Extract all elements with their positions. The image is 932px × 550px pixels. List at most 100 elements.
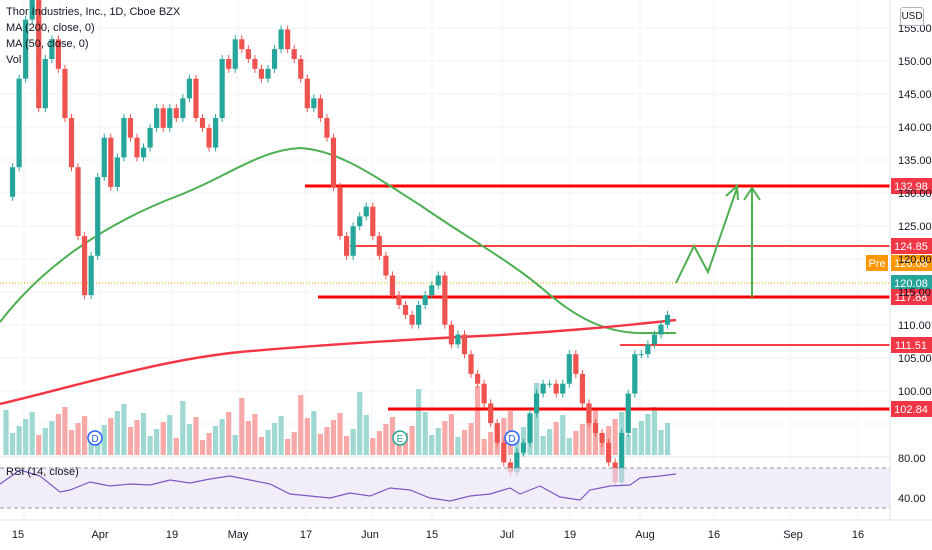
volume-bar xyxy=(396,440,402,455)
ma200-line xyxy=(0,318,677,406)
candle-body xyxy=(258,68,265,79)
symbol-title[interactable]: Thor Industries, Inc., 1D, Cboe BZX xyxy=(6,6,181,18)
event-marker-label[interactable]: D xyxy=(508,434,515,445)
candle-body xyxy=(298,59,304,79)
candle-body xyxy=(370,206,376,237)
candle-body xyxy=(363,206,369,217)
volume-bar xyxy=(206,433,212,455)
candle-body xyxy=(23,19,29,79)
volume-bar xyxy=(3,410,9,455)
event-marker-label[interactable]: E xyxy=(397,434,404,445)
volume-bar xyxy=(330,420,337,455)
candle-body xyxy=(167,108,173,128)
volume-bar xyxy=(55,414,61,455)
candle-body xyxy=(592,423,599,433)
volume-bar xyxy=(258,437,265,455)
price-label-text: 132.98 xyxy=(894,181,928,193)
candle-body xyxy=(514,452,520,473)
price-axis: 155.00 150.00 145.00 140.00 135.00 130.00 125.… xyxy=(889,0,932,520)
candle-body xyxy=(409,314,415,325)
candle-body xyxy=(658,324,664,335)
candle-body xyxy=(75,167,81,237)
event-marker[interactable] xyxy=(392,430,408,446)
ma50-line xyxy=(0,146,676,335)
price-label-text: 111.51 xyxy=(895,340,927,352)
volume-bar xyxy=(180,401,186,455)
candle-body xyxy=(278,29,284,50)
candle-body xyxy=(186,78,192,99)
volume-bar xyxy=(121,404,127,455)
volume-bar xyxy=(62,407,68,455)
candle-body xyxy=(553,383,559,394)
candle-body xyxy=(396,295,402,305)
volume-bar xyxy=(49,421,55,455)
volume-bar xyxy=(475,386,481,455)
event-marker-label[interactable]: D xyxy=(91,434,98,445)
volume-bar xyxy=(193,417,199,455)
candle-body xyxy=(337,186,343,237)
volume-bar xyxy=(23,419,29,455)
volume-legend[interactable]: Vol xyxy=(6,54,22,66)
candle-body xyxy=(213,118,219,148)
volume-bar xyxy=(468,423,474,455)
projection-path xyxy=(675,187,738,284)
x-tick-label: May xyxy=(228,529,249,541)
candle-body xyxy=(101,137,107,178)
volume-bar xyxy=(402,433,409,455)
volume-bar xyxy=(448,414,454,455)
candle-body xyxy=(88,255,94,296)
candle-body xyxy=(140,147,147,158)
candle-body xyxy=(199,118,206,128)
rsi-tick-label: 80.00 xyxy=(898,453,926,465)
candle-body xyxy=(632,354,638,394)
candle-body xyxy=(16,78,22,168)
volume-bar xyxy=(147,436,153,455)
x-tick-label: 16 xyxy=(708,529,720,541)
y-tick-label: 125.00 xyxy=(898,221,932,233)
volume-bar xyxy=(173,438,179,455)
volume-bar xyxy=(232,435,238,455)
volume-bar xyxy=(291,432,297,455)
volume-bar xyxy=(370,438,376,455)
volume-bar xyxy=(658,430,664,455)
volume-bar xyxy=(88,439,94,455)
y-tick-label: 115.00 xyxy=(898,287,931,299)
ma50-legend[interactable]: MA (50, close, 0) xyxy=(6,38,89,50)
candle-body xyxy=(317,98,323,119)
candle-body xyxy=(206,127,212,148)
volume-bar xyxy=(651,407,658,455)
event-marker[interactable] xyxy=(504,430,520,446)
candle-body xyxy=(645,344,651,355)
candle-body xyxy=(108,137,114,187)
price-label-box xyxy=(891,337,932,353)
candle-body xyxy=(285,29,291,50)
candle-body xyxy=(422,295,428,305)
volume-bar xyxy=(560,415,566,455)
candle-body xyxy=(127,118,134,138)
candle-body xyxy=(625,393,631,433)
event-marker[interactable] xyxy=(87,430,103,446)
volume-bar xyxy=(298,395,304,455)
currency-button[interactable]: USD xyxy=(900,7,924,26)
pre-tag-text: Pre xyxy=(868,258,885,270)
volume-bar xyxy=(245,421,251,455)
volume-bar xyxy=(324,427,330,455)
price-label-text: 120.08 xyxy=(894,278,928,290)
candle-body xyxy=(265,68,271,79)
candle-body xyxy=(311,98,317,109)
rsi-legend[interactable]: RSI (14, close) xyxy=(6,466,79,478)
candle-body xyxy=(619,432,625,483)
volume-bar xyxy=(383,424,389,455)
volume-bar xyxy=(540,436,546,455)
y-tick-label: 110.00 xyxy=(898,320,931,332)
candle-body xyxy=(435,275,441,286)
candle-body xyxy=(9,167,16,197)
volume-bar xyxy=(547,429,553,455)
x-tick-label: 19 xyxy=(166,529,178,541)
candle-body xyxy=(468,354,474,374)
ma200-legend[interactable]: MA (200, close, 0) xyxy=(6,22,95,34)
candle-body xyxy=(461,334,468,355)
candle-body xyxy=(442,275,448,325)
